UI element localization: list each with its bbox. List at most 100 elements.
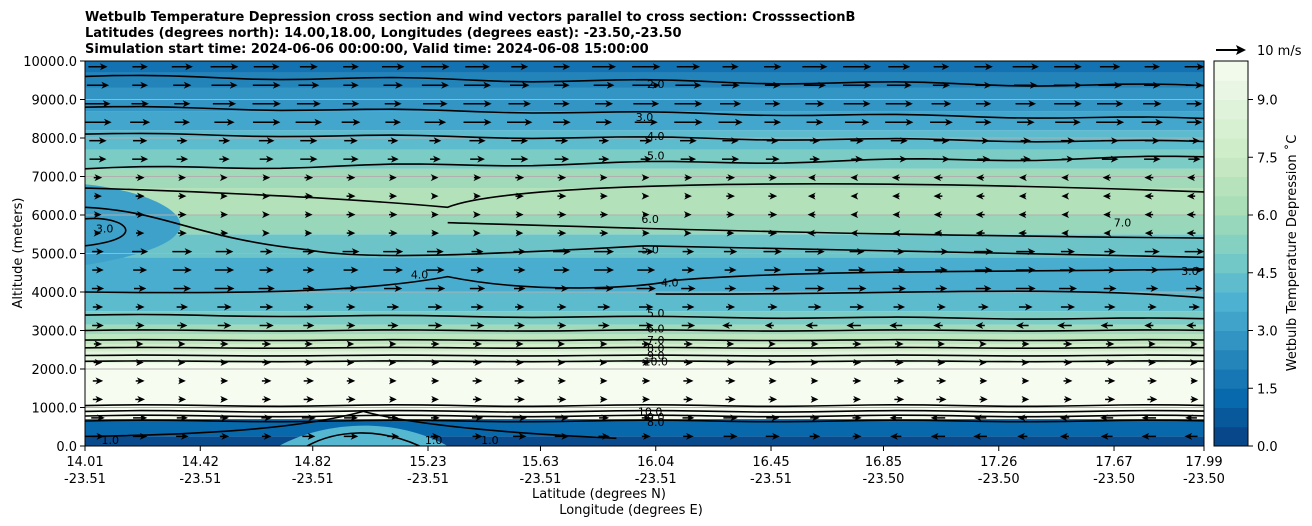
y-tick-label: 4000.0	[32, 286, 78, 301]
wind-vector	[768, 192, 778, 200]
wind-vector	[177, 321, 188, 329]
wind-vector	[135, 192, 145, 200]
wind-vector	[472, 395, 483, 403]
wind-vector	[178, 377, 186, 385]
wind-vector	[725, 395, 736, 403]
wind-vector	[975, 100, 992, 108]
wind-vector	[600, 211, 609, 219]
wind-vector	[252, 100, 281, 108]
wind-vector	[301, 414, 316, 422]
wind-vector	[1059, 266, 1077, 274]
wind-vector	[388, 377, 397, 385]
wind-vector	[1186, 211, 1196, 219]
wind-vector	[515, 358, 524, 366]
wind-vector	[296, 100, 321, 108]
wind-vector	[346, 303, 356, 311]
wind-vector	[430, 174, 439, 182]
colorbar-tick-label: 6.0	[1257, 209, 1278, 224]
wind-vector	[600, 192, 608, 200]
wind-vector	[810, 377, 819, 385]
wind-vector	[932, 81, 951, 89]
wind-vector	[724, 266, 737, 274]
wind-vector	[642, 395, 650, 403]
wind-vector	[261, 377, 272, 385]
wind-vector	[387, 303, 400, 311]
wind-vector	[174, 118, 191, 126]
wind-vector	[557, 303, 567, 311]
contour-label: 10.0	[643, 355, 668, 368]
wind-vector	[211, 81, 238, 89]
wind-vector	[557, 229, 567, 237]
wind-vector	[684, 174, 693, 182]
wind-vector	[1097, 100, 1124, 108]
wind-vector	[975, 192, 985, 200]
wind-vector	[850, 174, 859, 182]
wind-vector	[557, 340, 566, 348]
wind-vector	[469, 137, 486, 145]
x-tick-label-lat: 17.67	[1095, 455, 1132, 470]
wind-vector	[343, 81, 359, 89]
x-tick-label-lat: 15.63	[522, 455, 559, 470]
wind-vector	[852, 377, 862, 385]
wind-vector	[936, 377, 947, 385]
wind-vector	[721, 81, 740, 89]
wind-vector	[1063, 395, 1073, 403]
wind-vector	[1058, 285, 1078, 293]
wind-vector	[473, 192, 481, 200]
contour-line	[655, 290, 1204, 299]
wind-vector	[85, 100, 111, 108]
x-tick-label-lon: -23.51	[64, 472, 106, 487]
wind-vector	[676, 63, 701, 71]
wind-vector	[131, 100, 149, 108]
wind-vector	[1145, 266, 1159, 274]
wind-vector	[722, 137, 739, 145]
wind-vector	[979, 358, 987, 366]
wind-vector	[132, 155, 149, 163]
wind-vector	[472, 377, 483, 385]
wind-vector	[512, 432, 527, 440]
contour-label: 1.0	[102, 434, 120, 447]
wind-vector	[634, 118, 658, 126]
wind-vector	[1054, 100, 1082, 108]
x-tick-label-lon: -23.50	[1093, 472, 1135, 487]
wind-vector	[934, 248, 949, 256]
wind-vector	[343, 155, 359, 163]
wind-vector	[1017, 432, 1028, 440]
wind-vector	[726, 211, 735, 219]
wind-vector	[726, 192, 735, 200]
wind-vector	[594, 248, 615, 256]
wind-vector	[935, 266, 948, 274]
wind-vector	[428, 321, 443, 329]
wind-vector	[1021, 395, 1030, 403]
wind-vector	[596, 118, 613, 126]
wind-vector	[852, 414, 862, 422]
wind-vector	[723, 432, 738, 440]
wind-vector	[93, 229, 102, 237]
contour-label: 4.0	[411, 269, 429, 282]
wind-vector	[557, 377, 566, 385]
wind-vector	[1018, 211, 1027, 219]
contour-label: 2.0	[647, 78, 665, 91]
contour-label: 1.0	[481, 434, 499, 447]
wind-vector	[674, 100, 703, 108]
wind-vector	[431, 395, 439, 403]
contour-label: 7.0	[647, 334, 665, 347]
wind-vector	[92, 303, 104, 311]
wind-vector	[891, 174, 900, 182]
wind-vector	[1018, 303, 1033, 311]
wind-vector	[557, 211, 567, 219]
wind-vector	[1101, 155, 1119, 163]
wind-vector	[383, 266, 404, 274]
wind-vector	[552, 248, 571, 256]
wind-vector	[764, 118, 782, 126]
wind-vector	[261, 414, 273, 422]
wind-vector	[92, 248, 104, 256]
wind-vector	[977, 137, 990, 145]
wind-vector	[341, 118, 361, 126]
wind-vector	[637, 266, 656, 274]
wind-vector	[805, 321, 818, 329]
wind-vector	[599, 229, 609, 237]
wind-vector	[930, 414, 946, 422]
wind-vector	[632, 81, 661, 89]
wind-vector	[853, 358, 862, 366]
